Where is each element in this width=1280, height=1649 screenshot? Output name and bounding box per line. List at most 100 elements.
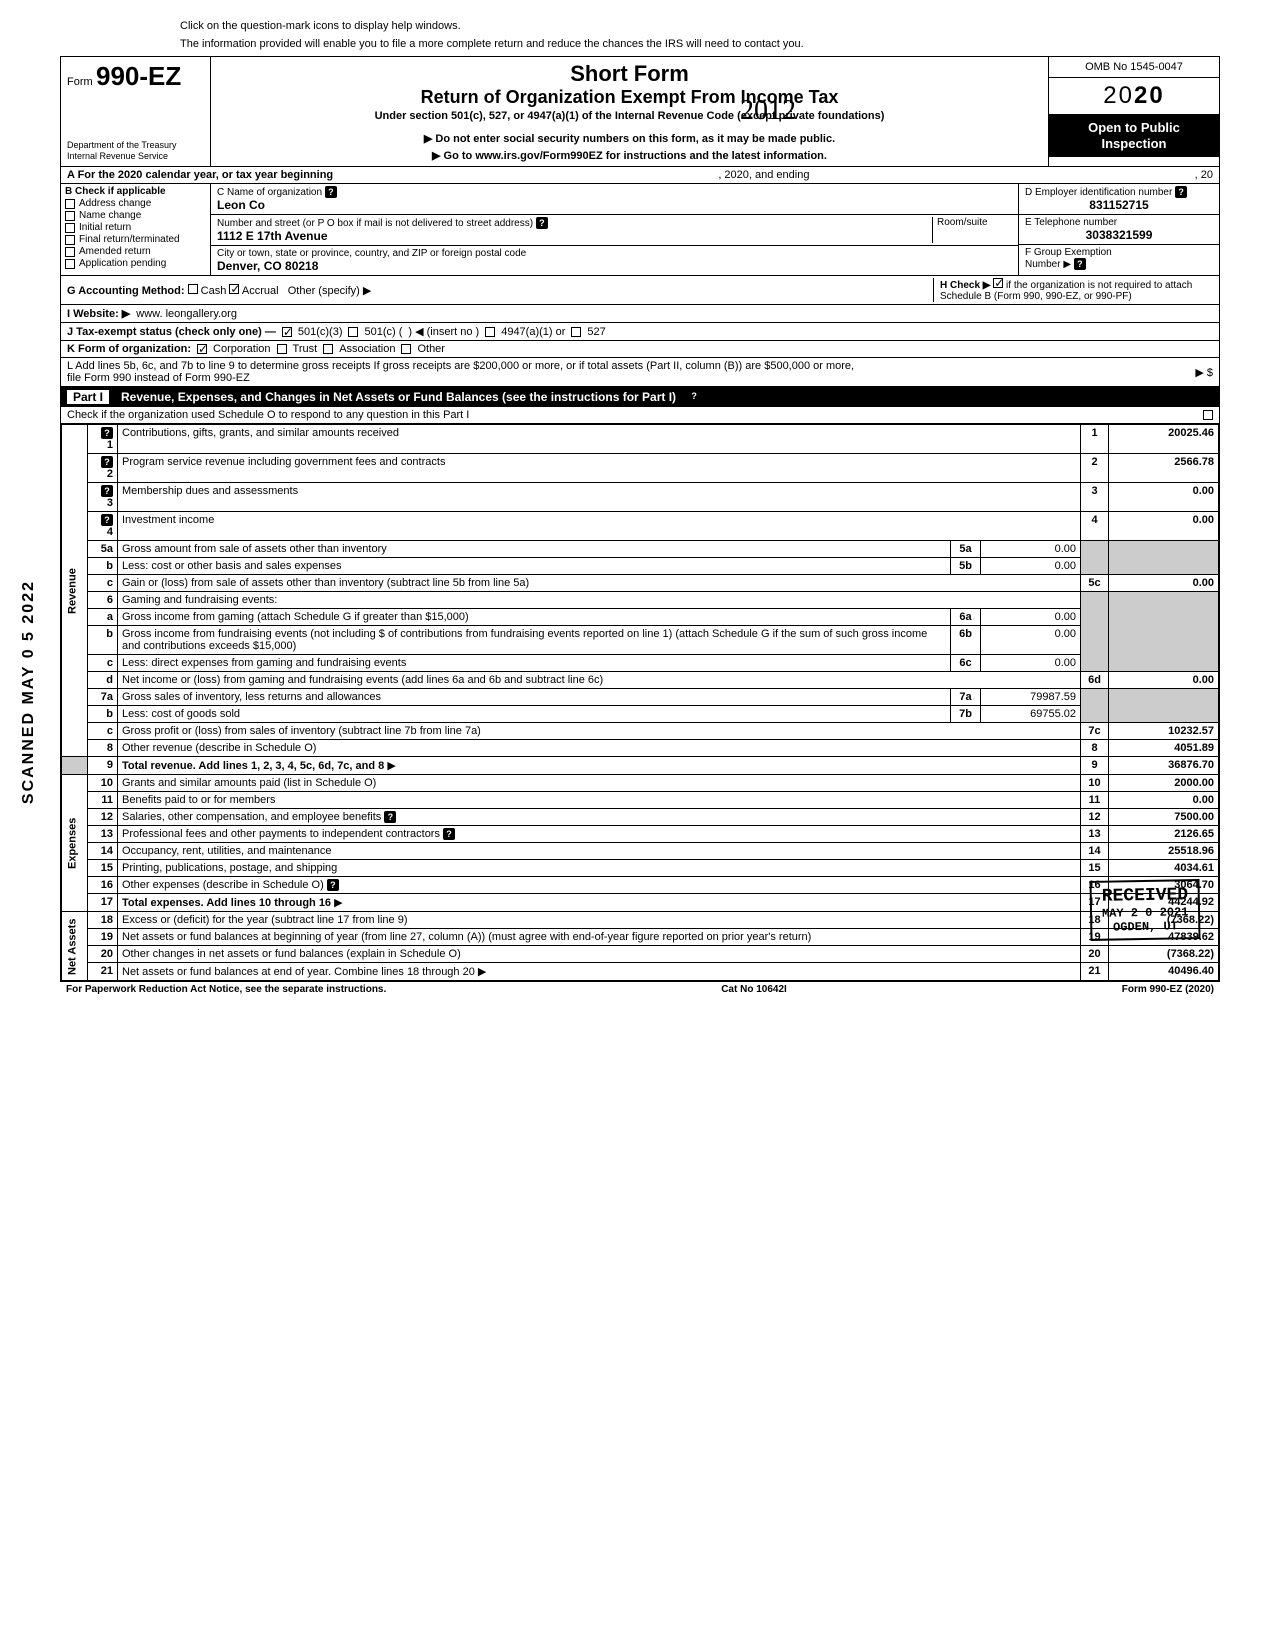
val-7b: 69755.02 <box>981 706 1081 723</box>
val-7c: 10232.57 <box>1109 723 1219 740</box>
ein: 831152715 <box>1025 198 1213 212</box>
chk-h[interactable] <box>993 278 1003 288</box>
table-row: 16Other expenses (describe in Schedule O… <box>62 877 1219 894</box>
val-4: 0.00 <box>1109 512 1219 541</box>
help-icon[interactable]: ? <box>1074 258 1086 270</box>
table-row: 13Professional fees and other payments t… <box>62 826 1219 843</box>
open-to-public: Open to Public Inspection <box>1049 114 1219 157</box>
telephone: 3038321599 <box>1025 228 1213 242</box>
omb-number: OMB No 1545-0047 <box>1049 57 1219 78</box>
org-name: Leon Co <box>217 198 265 212</box>
table-row: 21Net assets or fund balances at end of … <box>62 963 1219 981</box>
val-13: 2126.65 <box>1109 826 1219 843</box>
table-row: 7a Gross sales of inventory, less return… <box>62 689 1219 706</box>
chk-501c[interactable] <box>348 327 358 337</box>
table-row: 9 Total revenue. Add lines 1, 2, 3, 4, 5… <box>62 757 1219 775</box>
help-icon[interactable]: ? <box>688 390 700 402</box>
main-title: Return of Organization Exempt From Incom… <box>219 87 1040 108</box>
help-icon[interactable]: ? <box>101 485 113 497</box>
table-row: b Gross income from fundraising events (… <box>62 626 1219 655</box>
header-mid: Short Form Return of Organization Exempt… <box>211 57 1049 166</box>
scanned-stamp: SCANNED MAY 0 5 2022 <box>20 580 38 804</box>
val-5b: 0.00 <box>981 558 1081 575</box>
val-3: 0.00 <box>1109 483 1219 512</box>
help-icon[interactable]: ? <box>101 427 113 439</box>
city-state-zip: Denver, CO 80218 <box>217 259 318 273</box>
chk-name[interactable] <box>65 211 75 221</box>
row-k: K Form of organization: Corporation Trus… <box>61 341 1219 358</box>
val-8: 4051.89 <box>1109 740 1219 757</box>
table-row: c Gross profit or (loss) from sales of i… <box>62 723 1219 740</box>
val-21: 40496.40 <box>1109 963 1219 981</box>
table-row: Net Assets 18Excess or (deficit) for the… <box>62 912 1219 929</box>
chk-4947[interactable] <box>485 327 495 337</box>
val-6c: 0.00 <box>981 655 1081 672</box>
footer-left: For Paperwork Reduction Act Notice, see … <box>66 984 386 995</box>
help-icon[interactable]: ? <box>101 514 113 526</box>
col-b-right: D Employer identification number ? 83115… <box>1019 184 1219 275</box>
val-7a: 79987.59 <box>981 689 1081 706</box>
row-i: I Website: ▶ www. leongallery.org <box>61 305 1219 323</box>
val-9: 36876.70 <box>1109 757 1219 775</box>
table-row: 19Net assets or fund balances at beginni… <box>62 929 1219 946</box>
val-6b: 0.00 <box>981 626 1081 655</box>
table-row: ? 3 Membership dues and assessments 30.0… <box>62 483 1219 512</box>
chk-trust[interactable] <box>277 344 287 354</box>
chk-address[interactable] <box>65 199 75 209</box>
chk-527[interactable] <box>571 327 581 337</box>
val-6d: 0.00 <box>1109 672 1219 689</box>
chk-cash[interactable] <box>188 284 198 294</box>
val-10: 2000.00 <box>1109 775 1219 792</box>
table-row: ? 4 Investment income 40.00 <box>62 512 1219 541</box>
header-left: Form 990-EZ Department of the Treasury I… <box>61 57 211 166</box>
table-row: 5a Gross amount from sale of assets othe… <box>62 541 1219 558</box>
handwritten-year: 2012 <box>740 95 796 127</box>
val-11: 0.00 <box>1109 792 1219 809</box>
help-icon[interactable]: ? <box>1175 186 1187 198</box>
cat-expenses: Expenses <box>62 775 88 912</box>
cat-revenue: Revenue <box>62 425 88 757</box>
received-stamp: RECEIVED MAY 2 0 2021 OGDEN, UT <box>1089 879 1200 941</box>
table-row: 17Total expenses. Add lines 10 through 1… <box>62 894 1219 912</box>
chk-501c3[interactable] <box>282 327 292 337</box>
form-container: Form 990-EZ Department of the Treasury I… <box>60 56 1220 982</box>
footer-mid: Cat No 10642I <box>721 984 787 995</box>
table-row: d Net income or (loss) from gaming and f… <box>62 672 1219 689</box>
help-icon[interactable]: ? <box>536 217 548 229</box>
help-icon[interactable]: ? <box>443 828 455 840</box>
footer: For Paperwork Reduction Act Notice, see … <box>60 982 1220 997</box>
help-icon[interactable]: ? <box>325 186 337 198</box>
street-address: 1112 E 17th Avenue <box>217 229 328 243</box>
table-row: 15Printing, publications, postage, and s… <box>62 860 1219 877</box>
table-row: Revenue ? 1 Contributions, gifts, grants… <box>62 425 1219 454</box>
section-b: B Check if applicable Address change Nam… <box>61 184 1219 276</box>
chk-corp[interactable] <box>197 344 207 354</box>
table-row: ? 2 Program service revenue including go… <box>62 454 1219 483</box>
chk-part1-scho[interactable] <box>1203 410 1213 420</box>
table-row: a Gross income from gaming (attach Sched… <box>62 609 1219 626</box>
help-icon[interactable]: ? <box>327 879 339 891</box>
help-icon[interactable]: ? <box>101 456 113 468</box>
row-l: L Add lines 5b, 6c, and 7b to line 9 to … <box>61 358 1219 387</box>
table-row: b Less: cost or other basis and sales ex… <box>62 558 1219 575</box>
dept-2: Internal Revenue Service <box>67 151 204 162</box>
footer-right: Form 990-EZ (2020) <box>1122 984 1214 995</box>
chk-final[interactable] <box>65 235 75 245</box>
chk-amended[interactable] <box>65 247 75 257</box>
cat-netassets: Net Assets <box>62 912 88 981</box>
val-2: 2566.78 <box>1109 454 1219 483</box>
table-row: 11Benefits paid to or for members110.00 <box>62 792 1219 809</box>
row-a: A For the 2020 calendar year, or tax yea… <box>61 167 1219 184</box>
header-row: Form 990-EZ Department of the Treasury I… <box>61 57 1219 167</box>
val-15: 4034.61 <box>1109 860 1219 877</box>
table-row: 6 Gaming and fundraising events: <box>62 592 1219 609</box>
help-icon[interactable]: ? <box>384 811 396 823</box>
chk-pending[interactable] <box>65 259 75 269</box>
chk-initial[interactable] <box>65 223 75 233</box>
form-year: 2020 <box>1049 78 1219 114</box>
dept-1: Department of the Treasury <box>67 140 204 151</box>
chk-other[interactable] <box>401 344 411 354</box>
chk-assoc[interactable] <box>323 344 333 354</box>
note-ssn: ▶ Do not enter social security numbers o… <box>219 132 1040 145</box>
chk-accrual[interactable] <box>229 284 239 294</box>
